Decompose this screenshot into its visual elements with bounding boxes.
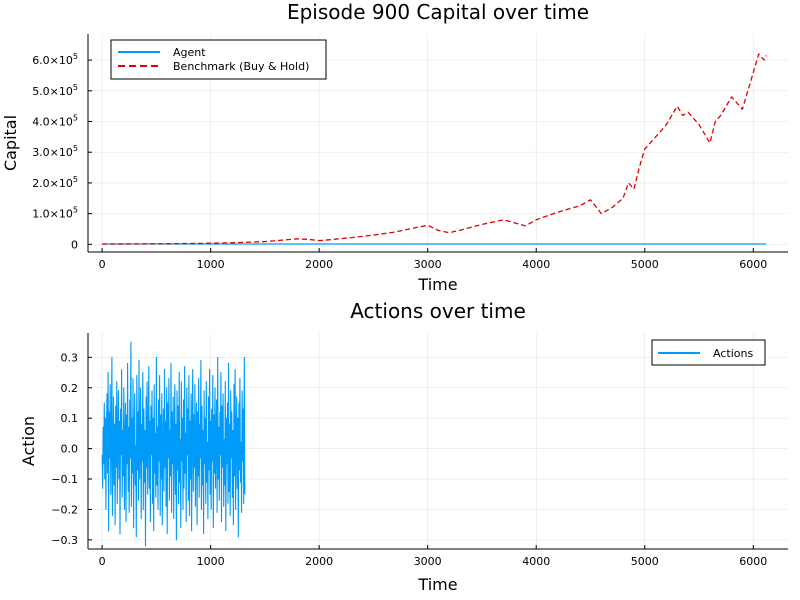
x-tick-label: 2000 [305,555,333,568]
y-tick-label: −0.1 [51,473,78,486]
y-tick-label: 0.3 [61,351,79,364]
capital-y-ticks: 0 1.0×105 2.0×105 3.0×105 4.0×105 5.0×105 6.0×… [32,52,92,251]
x-tick-label: 4000 [522,555,550,568]
x-tick-label: 0 [99,258,106,271]
actions-grid [88,333,788,549]
y-tick-label: 0.1 [61,412,79,425]
legend-benchmark-label: Benchmark (Buy & Hold) [173,60,309,73]
x-tick-label: 1000 [197,258,225,271]
capital-series [102,53,767,245]
x-tick-label: 6000 [739,258,767,271]
actions-y-ticks: −0.3 −0.2 −0.1 0.0 0.1 0.2 0.3 [51,351,92,547]
capital-panel: Episode 900 Capital over time 0 1000 2000 3… [1,0,788,294]
actions-y-axis-label: Action [19,416,38,466]
x-tick-label: 6000 [739,555,767,568]
x-tick-label: 2000 [305,258,333,271]
actions-x-ticks: 0 1000 2000 3000 4000 5000 6000 [99,545,767,568]
y-tick-label: −0.2 [51,503,78,516]
y-tick-label: 5.0×105 [32,83,78,98]
actions-chart-title: Actions over time [350,299,526,323]
actions-legend-box [651,339,766,366]
capital-chart-title: Episode 900 Capital over time [287,0,589,24]
capital-x-ticks: 0 1000 2000 3000 4000 5000 6000 [99,248,767,271]
capital-legend-box [110,39,327,80]
y-tick-label: 1.0×105 [32,206,78,221]
capital-legend: Agent Benchmark (Buy & Hold) [110,39,327,80]
actions-panel: Actions over time 0 1000 2000 3000 4000 5000 6… [19,299,788,594]
y-tick-label: 2.0×105 [32,175,78,190]
x-tick-label: 0 [99,555,106,568]
y-tick-label: 3.0×105 [32,144,78,159]
legend-agent-label: Agent [173,46,206,59]
y-tick-label: 0.2 [61,382,79,395]
y-tick-label: 6.0×105 [32,52,78,67]
x-tick-label: 5000 [631,555,659,568]
y-tick-label: −0.3 [51,534,78,547]
capital-y-axis-label: Capital [1,115,20,171]
legend-actions-label: Actions [713,347,753,360]
x-tick-label: 1000 [197,555,225,568]
x-tick-label: 4000 [522,258,550,271]
actions-legend: Actions [651,339,766,366]
y-tick-label: 0.0 [61,443,79,456]
actions-x-axis-label: Time [417,575,457,594]
y-tick-label: 0 [71,238,78,251]
y-tick-label: 4.0×105 [32,114,78,129]
series-line-benchmark-buy-hold [102,53,767,245]
actions-series [101,341,246,547]
x-tick-label: 3000 [414,258,442,271]
series-line-actions [101,341,246,547]
x-tick-label: 5000 [631,258,659,271]
capital-x-axis-label: Time [417,275,457,294]
x-tick-label: 3000 [414,555,442,568]
